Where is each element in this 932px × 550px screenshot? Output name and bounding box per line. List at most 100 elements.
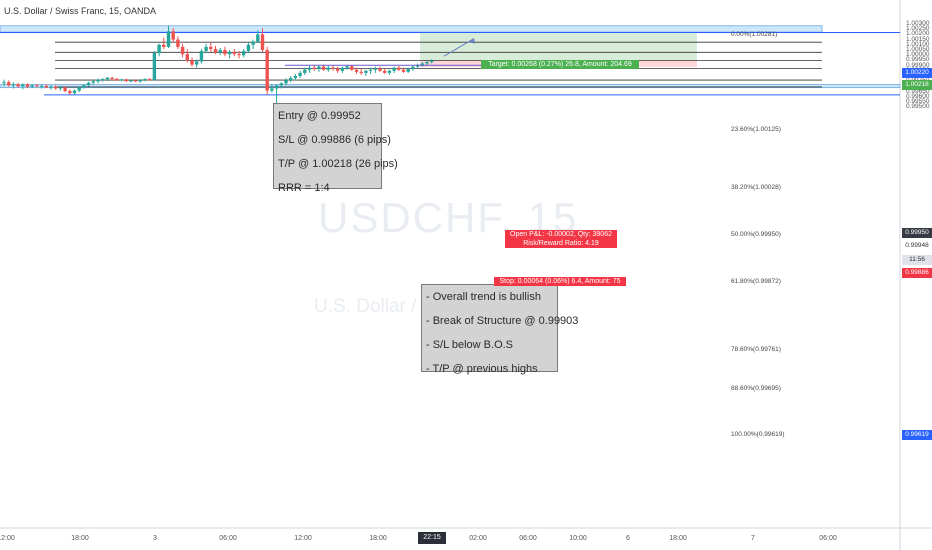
candle-up <box>317 66 321 69</box>
note-tp-rule: - T/P @ previous highs <box>426 363 538 375</box>
candle-up <box>72 90 77 94</box>
candle-down <box>162 44 166 47</box>
fib-low-price-tag: 0.99619 <box>902 430 932 440</box>
y-tick-label: 1.00200 <box>906 30 930 38</box>
candle-down <box>209 46 213 49</box>
bid-price-tag: 0.99948 <box>902 241 932 251</box>
countdown-tag: 11:56 <box>902 255 932 265</box>
candle-up <box>91 81 95 83</box>
x-tick-label: 06:00 <box>819 535 837 542</box>
candle-down <box>110 77 114 79</box>
last-price-tag: 0.99950 <box>902 228 932 238</box>
candle-up <box>415 65 420 67</box>
candle-down <box>180 46 185 55</box>
x-tick-label: 10:00 <box>569 535 587 542</box>
symbol-title: U.S. Dollar / Swiss Franc, 15, OANDA <box>4 6 157 16</box>
y-tick-label: 1.00100 <box>906 40 930 48</box>
note-trend: - Overall trend is bullish <box>426 291 541 303</box>
candle-down <box>16 84 20 87</box>
candle-up <box>227 52 232 55</box>
candle-up <box>430 60 434 62</box>
candle-up <box>2 82 6 84</box>
candle-up <box>77 87 81 91</box>
candle-up <box>298 72 302 76</box>
x-tick-label: 12:00 <box>294 535 312 542</box>
analysis-note[interactable]: - Overall trend is bullish - Break of St… <box>421 284 579 375</box>
candle-up <box>392 67 396 71</box>
candle-down <box>35 85 39 87</box>
candle-up <box>279 83 283 86</box>
y-tick-label: 0.99600 <box>906 92 930 100</box>
candle-up <box>274 85 279 89</box>
candle-down <box>133 80 138 82</box>
candle-down <box>190 60 194 65</box>
note-rrr: RRR = 1:4 <box>278 182 330 194</box>
x-tick-label: 3 <box>153 535 157 542</box>
x-tick-label: 18:00 <box>369 535 387 542</box>
fib-label-1000: 100.00%(0.99619) <box>731 431 785 438</box>
candle-up <box>138 79 142 82</box>
risk-reward-label: Risk/Reward Ratio: 4.19 <box>523 240 599 247</box>
candle-up <box>284 80 288 84</box>
candle-down <box>232 52 236 55</box>
candle-up <box>11 84 16 86</box>
y-tick-label: 1.00050 <box>906 46 930 53</box>
x-tick-label: 18:00 <box>669 535 687 542</box>
candle-up <box>373 68 377 70</box>
target-price-tag: 1.00218 <box>902 80 932 90</box>
projection-arrowhead <box>469 38 475 44</box>
candle-up <box>340 67 345 71</box>
stop-label: Stop: 0.00064 (0.06%) 6.4, Amount: 75 <box>494 277 626 286</box>
candle-down <box>68 91 72 94</box>
candle-up <box>195 61 199 65</box>
fib-label-500: 50.00%(0.99950) <box>731 231 781 238</box>
candle-up <box>246 44 251 52</box>
candle-up <box>242 51 246 56</box>
candle-up <box>406 68 410 72</box>
open-pl-box: Open P&L: -0.00002, Qty: 39062 Risk/Rewa… <box>505 230 617 248</box>
x-tick-label: 06:00 <box>219 535 237 542</box>
candle-down <box>350 66 354 70</box>
candle-down <box>213 48 218 53</box>
x-tick-label: 6 <box>626 535 630 542</box>
candle-up <box>166 31 171 47</box>
fib-label-886: 88.60%(0.99695) <box>731 385 781 392</box>
candle-up <box>326 67 330 70</box>
x-tick-label: 12:00 <box>0 535 15 542</box>
candle-down <box>171 31 175 40</box>
candle-down <box>312 67 316 69</box>
x-tick-label: 02:00 <box>469 535 487 542</box>
fib-label-618: 61.80%(0.99872) <box>731 278 781 285</box>
open-pl-label: Open P&L: -0.00002, Qty: 39062 <box>510 231 612 238</box>
candle-up <box>256 34 260 42</box>
y-tick-label: 0.99650 <box>906 87 930 95</box>
candle-down <box>265 50 269 91</box>
candle-up <box>345 66 349 68</box>
candle-up <box>129 80 133 82</box>
candle-down <box>7 82 11 86</box>
y-tick-label: 0.99900 <box>906 61 930 69</box>
candle-down <box>63 87 67 92</box>
y-tick-label: 1.00000 <box>906 51 930 59</box>
candle-down <box>54 86 58 89</box>
candle-down <box>176 39 180 47</box>
candle-down <box>148 79 152 81</box>
candle-down <box>321 66 326 70</box>
candle-up <box>49 86 53 88</box>
y-tick-label: 1.00150 <box>906 35 930 43</box>
y-tick-label: 0.99550 <box>906 98 930 105</box>
note-bos: - Break of Structure @ 0.99903 <box>426 315 579 327</box>
demand-zone <box>0 84 901 89</box>
candle-up <box>105 77 110 80</box>
candle-up <box>30 85 34 87</box>
trade-plan-note[interactable]: Entry @ 0.99952 S/L @ 0.99886 (6 pips) T… <box>273 103 398 194</box>
candle-up <box>96 79 100 82</box>
candle-down <box>354 69 359 72</box>
note-take-profit: T/P @ 1.00218 (26 pips) <box>278 158 398 170</box>
note-sl-rule: - S/L below B.O.S <box>426 339 514 351</box>
candle-up <box>293 76 298 79</box>
candle-up <box>82 85 86 88</box>
candle-up <box>39 85 44 87</box>
